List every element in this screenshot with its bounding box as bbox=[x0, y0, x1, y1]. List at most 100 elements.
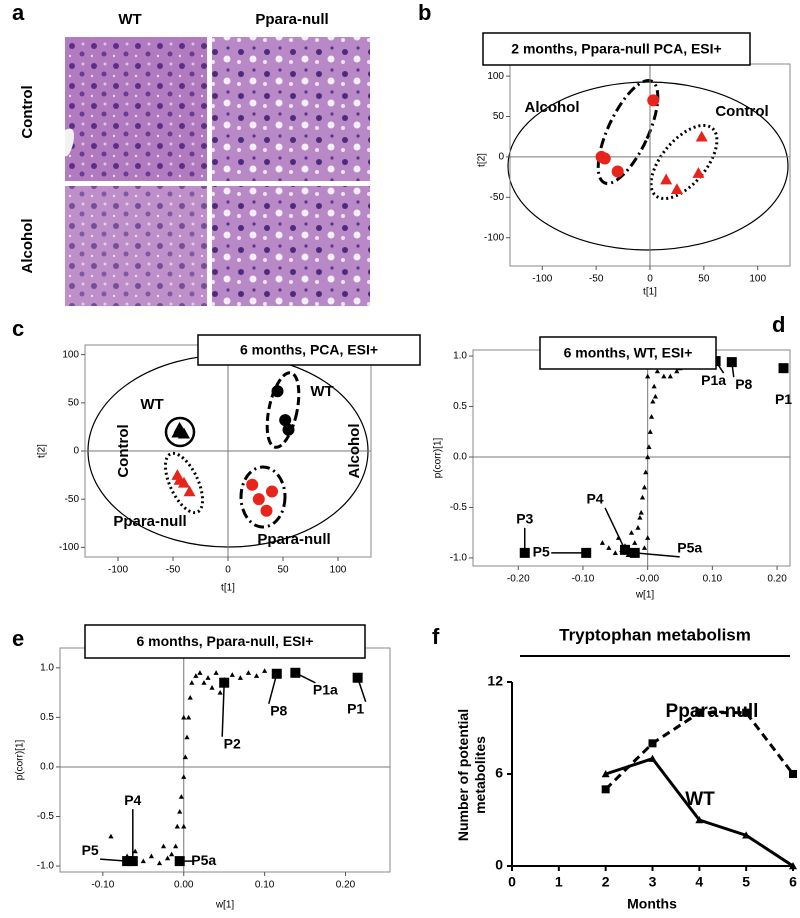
point bbox=[237, 675, 243, 680]
point-label: P5a bbox=[191, 852, 216, 868]
point bbox=[217, 690, 223, 695]
point bbox=[279, 414, 292, 427]
point bbox=[650, 398, 656, 404]
leader-line bbox=[356, 677, 367, 702]
point-label: P1a bbox=[701, 372, 726, 388]
group-ellipse bbox=[239, 465, 287, 529]
x-tick-label: -0.10 bbox=[572, 574, 595, 585]
point bbox=[637, 514, 643, 520]
point bbox=[189, 680, 195, 685]
x-axis-label: t[1] bbox=[221, 583, 235, 594]
x-tick-label: 0 bbox=[225, 565, 231, 576]
leader-line bbox=[604, 507, 626, 551]
x-tick-label: 100 bbox=[749, 274, 766, 285]
x-axis-label: w[1] bbox=[635, 590, 655, 601]
point bbox=[648, 414, 655, 419]
y-tick-label: -0.5 bbox=[450, 502, 468, 513]
y-tick-label: -100 bbox=[59, 542, 79, 553]
panel-label: f bbox=[432, 624, 440, 649]
point bbox=[639, 494, 646, 500]
point bbox=[646, 444, 652, 449]
point bbox=[648, 739, 657, 748]
y-tick-label: 0.0 bbox=[453, 452, 467, 463]
histology-image bbox=[65, 186, 207, 306]
x-tick-label: -0.00 bbox=[636, 574, 659, 585]
y-tick-label: 0 bbox=[73, 446, 79, 457]
x-tick-label: 0.10 bbox=[703, 574, 723, 585]
point-label: P8 bbox=[735, 376, 752, 392]
series-label: Ppara-null bbox=[666, 701, 759, 722]
point bbox=[742, 831, 751, 839]
point-label: P3 bbox=[516, 511, 533, 527]
point bbox=[282, 423, 295, 436]
panel-label: e bbox=[12, 626, 24, 651]
panel-label: a bbox=[12, 0, 25, 25]
y-tick-label: -100 bbox=[484, 232, 504, 243]
point bbox=[789, 862, 797, 870]
point bbox=[213, 670, 219, 675]
point bbox=[169, 851, 175, 857]
point bbox=[638, 509, 644, 515]
point bbox=[598, 152, 611, 165]
point bbox=[641, 484, 648, 490]
x-tick-label: 50 bbox=[277, 565, 289, 576]
point bbox=[132, 848, 138, 854]
point bbox=[742, 708, 751, 717]
y-tick-label: -1.0 bbox=[450, 553, 468, 564]
point bbox=[262, 668, 268, 673]
x-tick-label: 50 bbox=[698, 274, 710, 285]
point bbox=[209, 685, 215, 690]
histology-image bbox=[212, 37, 370, 181]
point bbox=[205, 675, 211, 680]
point bbox=[670, 183, 683, 195]
point-label: P5a bbox=[677, 540, 702, 556]
y-tick-label: 100 bbox=[62, 349, 79, 360]
point-label: P8 bbox=[270, 702, 287, 718]
x-tick-label: -50 bbox=[589, 274, 604, 285]
x-tick-label: -0.20 bbox=[507, 574, 530, 585]
point bbox=[599, 540, 605, 545]
point bbox=[140, 858, 146, 864]
y-tick-label: -0.5 bbox=[37, 811, 55, 822]
point bbox=[148, 853, 154, 859]
x-tick-label: 0.00 bbox=[174, 880, 194, 891]
point bbox=[160, 843, 167, 849]
point bbox=[245, 670, 252, 675]
chart-title: 6 months, Ppara-null, ESI+ bbox=[137, 633, 314, 649]
x-tick-label: 100 bbox=[330, 565, 347, 576]
x-tick-label: -100 bbox=[532, 274, 552, 285]
point bbox=[606, 545, 612, 550]
y-axis-label: Number of potential metabolites bbox=[455, 708, 488, 842]
point bbox=[645, 373, 651, 379]
leader-line bbox=[731, 362, 735, 378]
point bbox=[183, 485, 196, 497]
point bbox=[252, 493, 265, 506]
point bbox=[601, 785, 610, 794]
y-tick-label: 12 bbox=[487, 673, 503, 689]
y-tick-label: 0 bbox=[495, 857, 503, 873]
annotation: Control bbox=[115, 424, 132, 477]
panel-label: d bbox=[772, 312, 785, 337]
point bbox=[193, 673, 199, 678]
title-box bbox=[84, 624, 366, 659]
series-line bbox=[605, 756, 794, 868]
point bbox=[177, 808, 183, 814]
x-tick-label: -0.10 bbox=[91, 880, 114, 891]
series-line bbox=[604, 711, 795, 791]
point bbox=[181, 714, 187, 720]
point bbox=[178, 427, 190, 439]
point bbox=[173, 843, 179, 849]
chart-title: 2 months, Ppara-null PCA, ESI+ bbox=[511, 41, 721, 57]
point bbox=[778, 363, 789, 374]
point bbox=[645, 535, 651, 540]
point bbox=[271, 385, 284, 398]
panel-label: b bbox=[418, 0, 431, 25]
y-axis-label: t[2] bbox=[477, 153, 488, 167]
point bbox=[181, 823, 187, 829]
point bbox=[108, 833, 114, 839]
group-ellipse bbox=[596, 79, 660, 185]
group-ellipse bbox=[163, 451, 205, 515]
point bbox=[647, 429, 653, 434]
y-axis-label: p(corr)[1] bbox=[15, 739, 26, 780]
